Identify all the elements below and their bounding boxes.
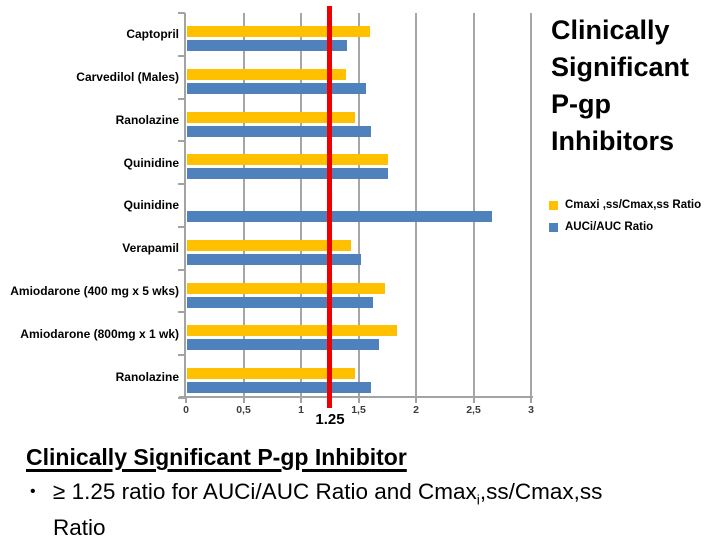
x-axis-tick [472, 396, 475, 403]
x-tick-label: 2 [413, 404, 419, 416]
auc-series-swatch-icon [549, 222, 558, 232]
x-axis-tick [300, 396, 302, 403]
bullet-text-suffix: ,ss/Cmax,ss Ratio [53, 479, 603, 540]
x-tick-label: 3 [528, 404, 534, 416]
auc-ratio-bar [187, 40, 347, 51]
gridline [357, 13, 360, 397]
x-axis-tick [530, 396, 532, 403]
x-tick-label: 1,5 [351, 404, 366, 416]
y-axis-tick [178, 397, 185, 399]
footer-heading: Clinically Significant P-gp Inhibitor [26, 444, 407, 470]
x-axis-tick [242, 396, 245, 403]
bullet-icon: • [30, 483, 36, 500]
y-axis-tick [178, 183, 185, 186]
y-axis-tick [178, 97, 185, 100]
cmax-ratio-bar [187, 154, 389, 166]
x-axis [179, 396, 533, 398]
gridline [530, 13, 532, 397]
y-axis-tick [178, 268, 185, 271]
cmax-ratio-bar [187, 239, 352, 251]
gridline [300, 13, 302, 397]
cmax-ratio-bar [187, 26, 370, 37]
legend-label-cmax: Cmaxi ,ss/Cmax,ss Ratio [565, 199, 702, 211]
category-label: Ranolazine [115, 369, 179, 384]
auc-ratio-bar [187, 296, 374, 308]
y-axis [184, 13, 186, 398]
chart-title: Clinically Significant P-gp Inhibitors [551, 15, 690, 156]
y-axis-tick [178, 225, 185, 228]
cmax-ratio-bar [187, 325, 398, 337]
cmax-ratio-bar [187, 282, 385, 294]
cmax-ratio-bar [187, 111, 355, 123]
y-axis-tick [178, 54, 185, 57]
category-label: Quinidine [123, 198, 179, 213]
auc-ratio-bar [187, 82, 367, 94]
reference-line [327, 6, 333, 408]
category-label: Amiodarone (400 mg x 5 wks) [10, 284, 179, 299]
category-label: Ranolazine [115, 112, 179, 127]
y-axis-tick [178, 12, 185, 14]
x-tick-label: 2,5 [466, 404, 481, 416]
category-label: Quinidine [123, 155, 179, 170]
x-axis-tick [357, 396, 360, 403]
reference-line-label: 1.25 [315, 411, 345, 428]
auc-ratio-bar [187, 253, 361, 265]
x-axis-tick [415, 396, 417, 403]
cmax-ratio-bar [187, 368, 355, 380]
auc-ratio-bar [187, 168, 389, 180]
y-axis-tick [178, 140, 185, 143]
category-label: Captopril [126, 27, 179, 42]
x-tick-label: 0,5 [236, 404, 251, 416]
gridline [472, 13, 475, 397]
x-tick-label: 0 [183, 404, 189, 416]
legend-item-cmax-ratio: Cmaxi ,ss/Cmax,ss Ratio [549, 197, 701, 213]
cmax-ratio-bar [187, 68, 346, 80]
cmax-series-swatch-icon [549, 200, 558, 210]
bullet-text-prefix: ≥ 1.25 ratio for AUCi/AUC Ratio and Cmax [53, 479, 477, 504]
auc-ratio-bar [187, 125, 371, 137]
gridline [242, 13, 245, 397]
auc-ratio-bar [187, 382, 371, 394]
auc-ratio-bar [187, 339, 380, 351]
category-label: Amiodarone (800mg x 1 wk) [20, 326, 179, 341]
gridline [415, 13, 417, 397]
bullet-text-subscript: i [476, 491, 480, 508]
auc-ratio-bar [187, 211, 492, 223]
category-label: Carvedilol (Males) [76, 70, 179, 85]
y-axis-tick [178, 311, 185, 314]
legend-label-auc: AUCi/AUC Ratio [565, 221, 654, 233]
y-axis-tick [178, 354, 185, 357]
legend-item-auc-ratio: AUCi/AUC Ratio [549, 219, 653, 235]
x-axis-tick [185, 396, 187, 403]
footer-bullet: • ≥ 1.25 ratio for AUCi/AUC Ratio and Cm… [30, 478, 670, 540]
x-tick-label: 1 [298, 404, 304, 416]
category-label: Verapamil [122, 241, 179, 256]
footer-bullet-text: ≥ 1.25 ratio for AUCi/AUC Ratio and Cmax… [53, 478, 653, 540]
